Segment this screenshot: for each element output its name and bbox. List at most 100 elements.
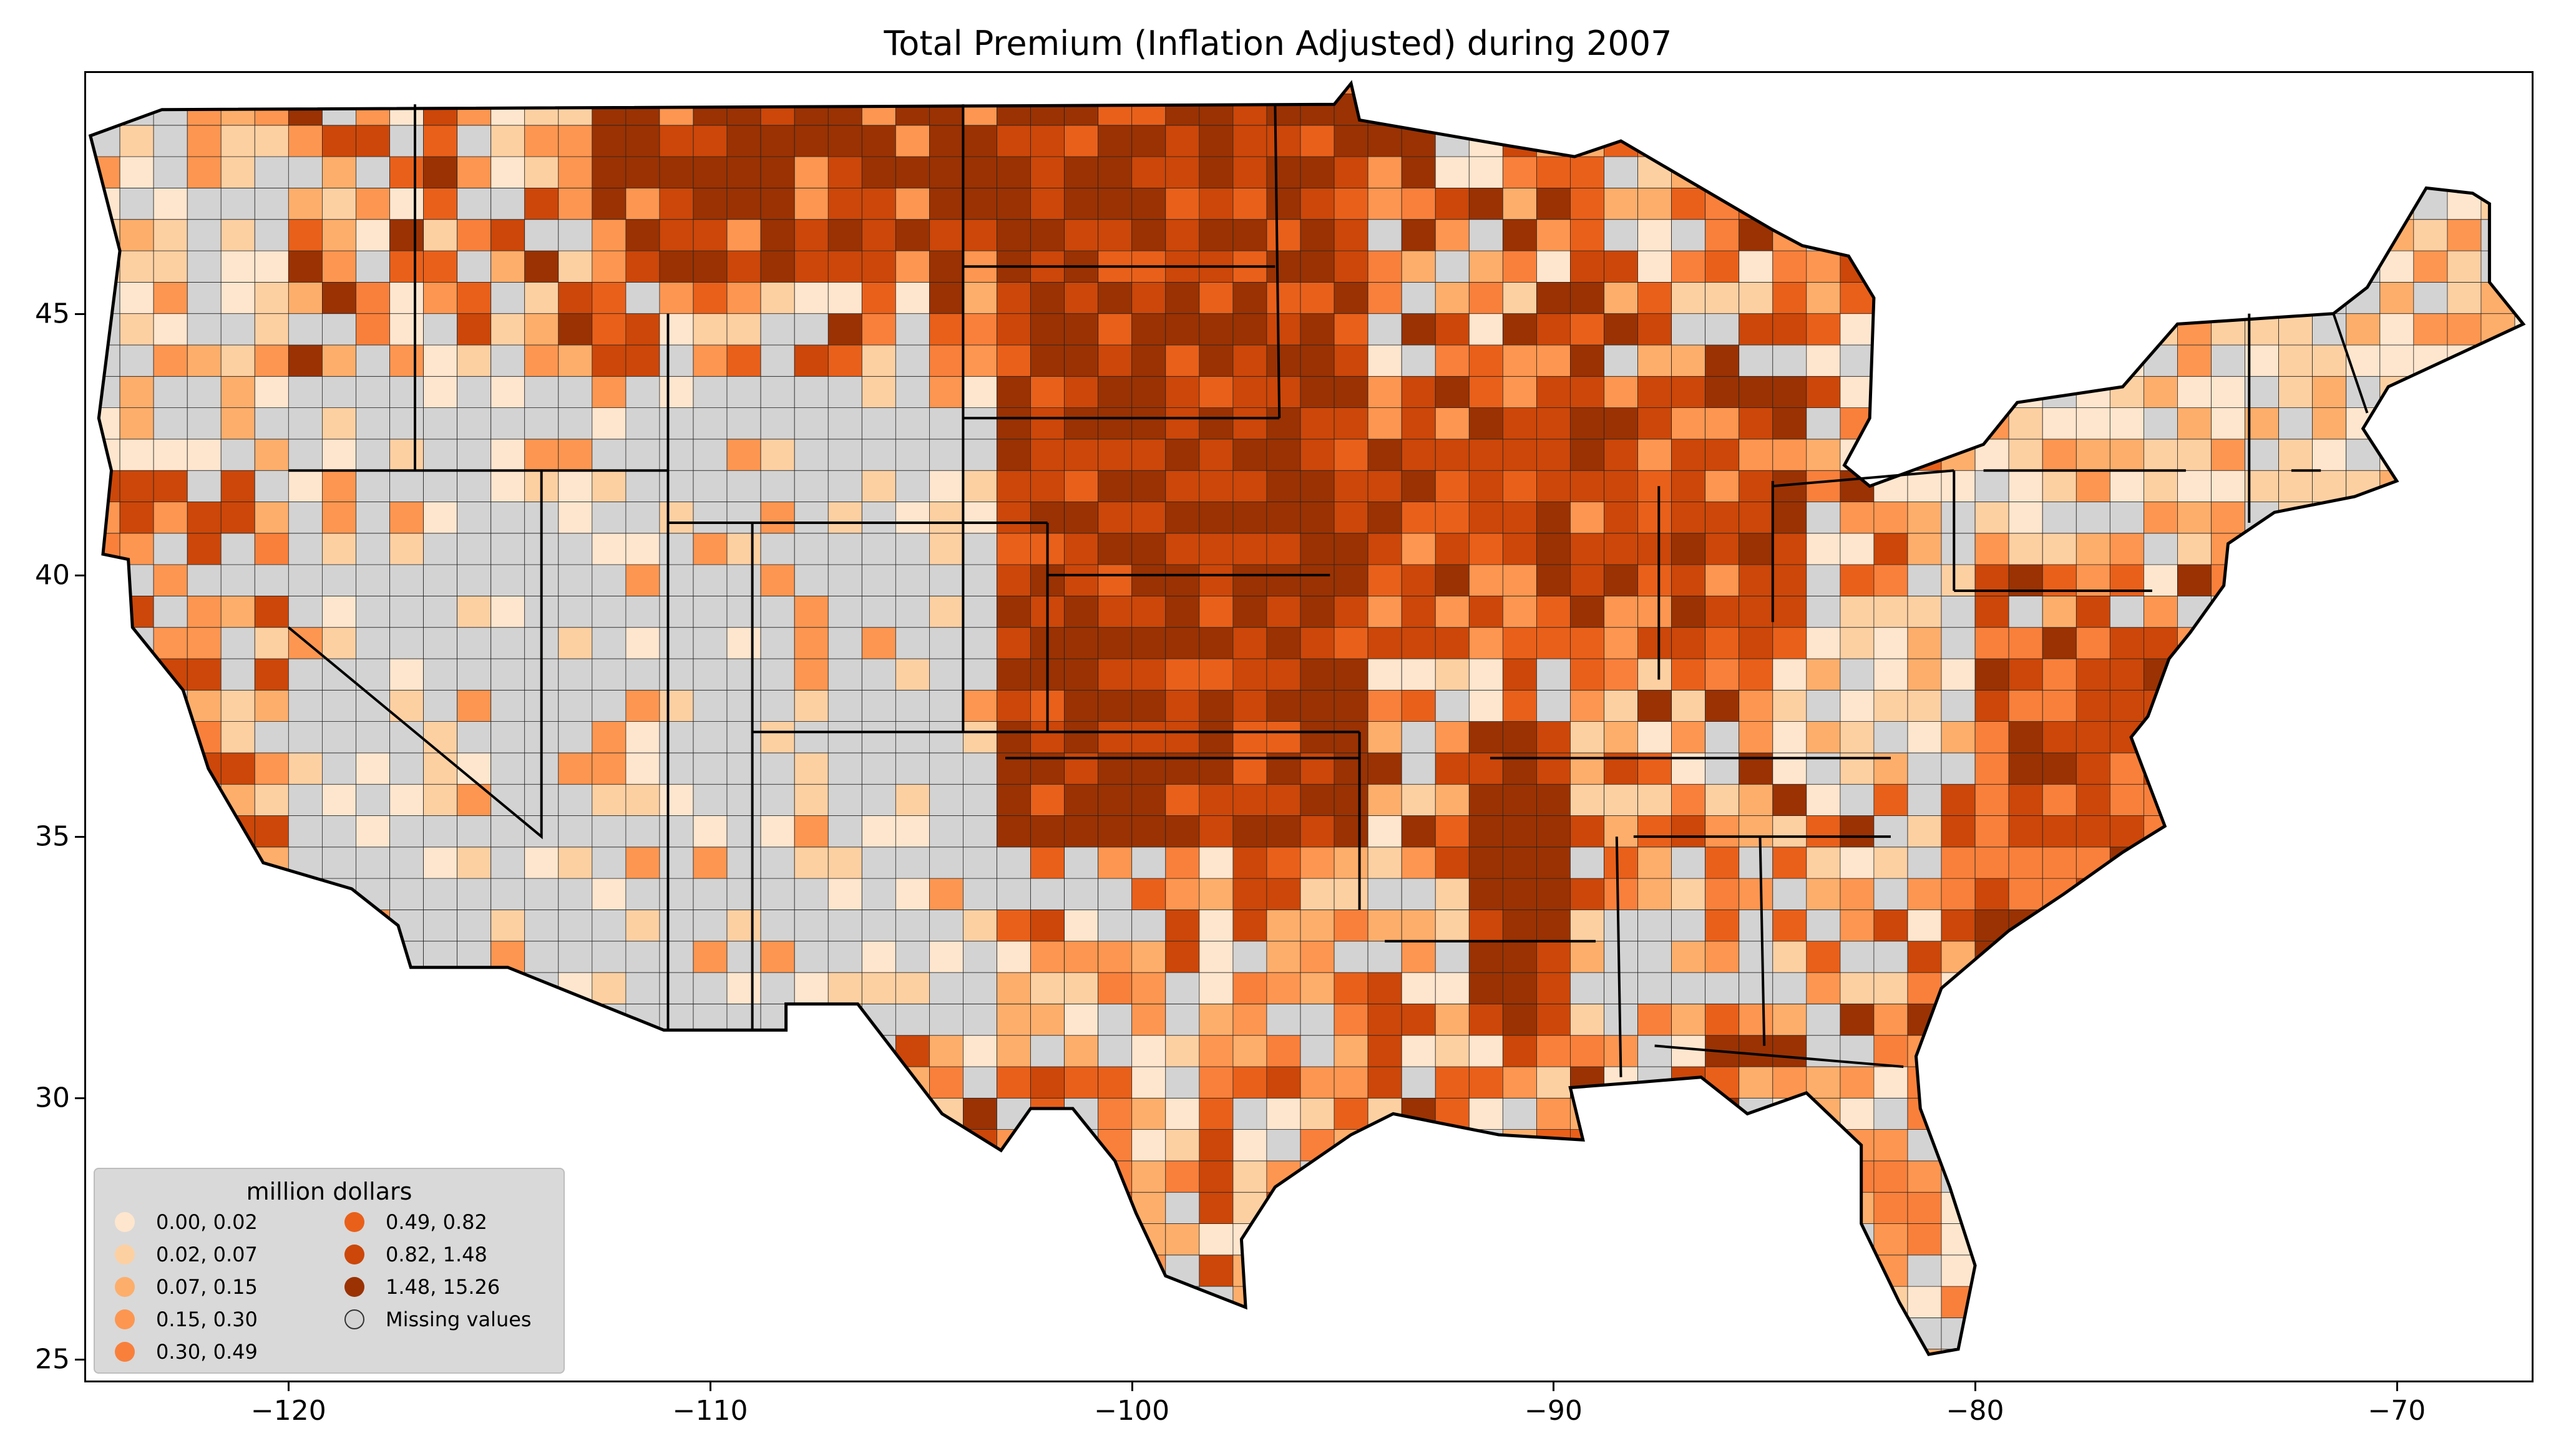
county-region [1873, 94, 1908, 126]
county-region [1131, 281, 1166, 314]
county-region [1772, 564, 1807, 596]
county-region [997, 219, 1031, 251]
county-region [2413, 83, 2448, 94]
county-region [1739, 1318, 1773, 1350]
county-region [1165, 281, 1200, 314]
county-region [153, 470, 188, 502]
county-region [1907, 83, 1942, 94]
county-region [1806, 125, 1841, 157]
county-region [1907, 344, 1942, 377]
county-region [1569, 281, 1604, 314]
county-region [1536, 1066, 1571, 1099]
county-region [1401, 281, 1436, 314]
county-region [457, 502, 492, 534]
county-region [1468, 94, 1503, 126]
legend-swatch [115, 1309, 135, 1329]
county-region [997, 815, 1031, 848]
county-region [2008, 1223, 2043, 1256]
county-region [1705, 219, 1740, 251]
county-region [2346, 972, 2381, 1004]
county-region [1907, 1066, 1942, 1099]
county-region [760, 533, 795, 565]
county-region [592, 281, 627, 314]
county-region [1671, 502, 1706, 534]
county-region [254, 1097, 289, 1130]
county-region [457, 1066, 492, 1099]
county-region [1536, 1129, 1571, 1162]
county-region [254, 1035, 289, 1067]
county-region [1671, 1004, 1706, 1036]
county-region [1772, 784, 1807, 816]
county-region [2379, 721, 2414, 754]
county-region [1536, 219, 1571, 251]
county-region [625, 972, 660, 1004]
county-region [558, 941, 593, 973]
county-region [1907, 250, 1942, 283]
county-region [457, 972, 492, 1004]
county-region [929, 878, 963, 910]
county-region [1671, 125, 1706, 157]
county-region [2008, 815, 2043, 848]
county-region [963, 83, 997, 94]
county-region [2379, 533, 2414, 565]
county-region [2143, 470, 2178, 502]
county-region [1569, 910, 1604, 942]
county-region [861, 1191, 896, 1224]
county-region [1098, 281, 1133, 314]
county-region [153, 439, 188, 471]
county-region [558, 376, 593, 408]
county-region [90, 847, 120, 879]
county-region [1232, 1286, 1267, 1318]
county-region [2447, 439, 2482, 471]
county-region [929, 1255, 963, 1287]
county-region [1266, 156, 1301, 188]
county-region [2042, 1004, 2077, 1036]
county-region [1030, 156, 1065, 188]
county-region [1941, 502, 1976, 534]
county-region [963, 972, 997, 1004]
county-region [963, 1191, 997, 1224]
county-region [760, 815, 795, 848]
county-region [1569, 1286, 1604, 1318]
county-region [558, 187, 593, 220]
county-region [625, 1035, 660, 1067]
county-region [861, 533, 896, 565]
county-region [2278, 564, 2313, 596]
county-region [1502, 125, 1537, 157]
county-region [355, 156, 390, 188]
county-region [592, 1223, 627, 1256]
county-region [1569, 94, 1604, 126]
county-region [2177, 1255, 2212, 1287]
county-region [1806, 533, 1841, 565]
county-region [2008, 219, 2043, 251]
county-region [187, 187, 222, 220]
county-region [2413, 1129, 2448, 1162]
county-region [1974, 281, 2009, 314]
county-region [625, 376, 660, 408]
county-region [2008, 1160, 2043, 1193]
county-region [1334, 627, 1368, 659]
county-region [1435, 627, 1470, 659]
county-region [2447, 941, 2482, 973]
county-region [1232, 376, 1267, 408]
county-region [1671, 658, 1706, 691]
county-region [1098, 910, 1133, 942]
county-region [1401, 752, 1436, 785]
county-region [2008, 344, 2043, 377]
legend-item: 0.82, 1.48 [344, 1240, 487, 1269]
county-region [2312, 752, 2347, 785]
county-region [760, 125, 795, 157]
county-region [1941, 815, 1976, 848]
county-region [1873, 125, 1908, 157]
county-region [2312, 407, 2347, 440]
county-region [592, 376, 627, 408]
county-region [929, 1191, 963, 1224]
county-region [1840, 83, 1875, 94]
county-region [659, 910, 694, 942]
county-region [2245, 1255, 2279, 1287]
county-region [2177, 219, 2212, 251]
y-tick-label: 35 [35, 820, 70, 853]
county-region [1367, 83, 1402, 94]
county-region [1502, 1004, 1537, 1036]
county-region [1165, 815, 1200, 848]
